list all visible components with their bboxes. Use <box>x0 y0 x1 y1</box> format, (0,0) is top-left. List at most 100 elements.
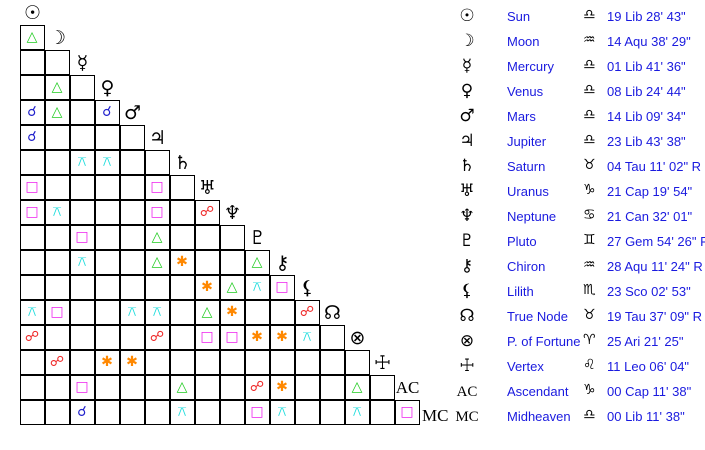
sign-sign-icon: ♎ <box>583 57 596 73</box>
aspect-cell-uranus-sun: □ <box>19 174 45 200</box>
square-icon: □ <box>200 329 214 345</box>
aspect-cell-p-of-fortune-moon <box>44 324 70 350</box>
aspect-cell-chiron-uranus <box>194 249 220 275</box>
position-position: 11 Leo 06' 04" <box>607 359 690 374</box>
aspect-cell-ascendant-uranus <box>194 374 220 400</box>
aspect-cell-vertex-neptune <box>219 349 245 375</box>
sextile-icon: ✱ <box>276 329 288 345</box>
sextile-icon: ✱ <box>201 279 213 295</box>
sign-sign-icon: ♎ <box>583 407 596 423</box>
aspect-cell-neptune-saturn <box>169 199 195 225</box>
position-position: 01 Lib 41' 36" <box>607 59 686 74</box>
position-position: 14 Aqu 38' 29" <box>607 34 691 49</box>
aspect-cell-pluto-uranus <box>194 224 220 250</box>
quincunx-icon: ⚻ <box>277 404 287 420</box>
position-row-moon: ☽ Moon ♒ 14 Aqu 38' 29" <box>455 30 705 55</box>
position-position: 23 Sco 02' 53" <box>607 284 691 299</box>
name-name: Chiron <box>507 259 546 274</box>
aspect-cell-p-of-fortune-true-node <box>319 324 345 350</box>
square-icon: □ <box>75 379 89 395</box>
mars-glyph-icon: ♂ <box>459 106 475 126</box>
aspect-cell-p-of-fortune-venus <box>94 324 120 350</box>
square-icon: □ <box>250 404 264 420</box>
aspect-cell-chiron-sun <box>19 249 45 275</box>
aspect-cell-p-of-fortune-mars <box>119 324 145 350</box>
quincunx-icon: ⚻ <box>77 254 87 270</box>
aspect-cell-chiron-moon <box>44 249 70 275</box>
aspect-cell-saturn-mercury: ⚻ <box>69 149 95 175</box>
pluto-glyph-icon: ♇ <box>459 231 475 251</box>
square-icon: □ <box>150 179 164 195</box>
quincunx-icon: ⚻ <box>152 304 162 320</box>
square-icon: □ <box>25 179 39 195</box>
aspect-cell-neptune-uranus: ☍ <box>194 199 220 225</box>
jupiter-glyph-icon: ♃ <box>148 126 167 149</box>
position-row-mars: ♂ Mars ♎ 14 Lib 09' 34" <box>455 105 705 130</box>
square-icon: □ <box>25 204 39 220</box>
sign-sign-icon: ♈ <box>583 332 596 348</box>
name-name: Sun <box>507 9 531 24</box>
aspect-cell-uranus-mars <box>119 174 145 200</box>
midheaven-glyph-icon: MC <box>455 409 479 425</box>
sign-sign-icon: ♎ <box>583 82 596 98</box>
aspect-cell-mars-mercury <box>69 99 95 125</box>
position-position: 00 Lib 11' 38" <box>607 409 685 424</box>
quincunx-icon: ⚻ <box>302 329 312 345</box>
square-icon: □ <box>225 329 239 345</box>
aspect-cell-uranus-mercury <box>69 174 95 200</box>
quincunx-icon: ⚻ <box>102 154 112 170</box>
aspect-cell-saturn-jupiter <box>144 149 170 175</box>
aspect-cell-pluto-mercury: □ <box>69 224 95 250</box>
aspect-cell-lilith-sun <box>19 274 45 300</box>
aspect-cell-midheaven-uranus <box>194 399 220 425</box>
trine-icon: △ <box>151 254 163 270</box>
aspect-cell-vertex-moon: ☍ <box>44 349 70 375</box>
square-icon: □ <box>50 304 64 320</box>
name-name: Vertex <box>507 359 544 374</box>
aspect-cell-p-of-fortune-saturn <box>169 324 195 350</box>
quincunx-icon: ⚻ <box>127 304 137 320</box>
position-row-venus: ♀ Venus ♎ 08 Lib 24' 44" <box>455 80 705 105</box>
aspect-cell-neptune-moon: ⚻ <box>44 199 70 225</box>
trine-icon: △ <box>26 29 38 45</box>
aspect-cell-p-of-fortune-lilith: ⚻ <box>294 324 320 350</box>
name-name: Lilith <box>507 284 534 299</box>
aspect-cell-true-node-saturn <box>169 299 195 325</box>
aspect-cell-true-node-venus <box>94 299 120 325</box>
aspect-cell-p-of-fortune-chiron: ✱ <box>269 324 295 350</box>
sextile-icon: ✱ <box>176 254 188 270</box>
trine-icon: △ <box>51 79 63 95</box>
saturn-glyph-icon: ♄ <box>459 156 475 176</box>
name-name: Mars <box>507 109 536 124</box>
uranus-glyph-icon: ♅ <box>459 181 475 201</box>
aspect-cell-ascendant-saturn: △ <box>169 374 195 400</box>
vertex-glyph-icon: ☩ <box>373 351 392 374</box>
position-position: 27 Gem 54' 26" R <box>607 234 705 249</box>
conjunction-icon: ☌ <box>102 104 112 120</box>
position-position: 25 Ari 21' 25" <box>607 334 684 349</box>
opposition-icon: ☍ <box>299 304 315 320</box>
aspect-cell-neptune-venus <box>94 199 120 225</box>
aspect-cell-ascendant-mars <box>119 374 145 400</box>
venus-glyph-icon: ♀ <box>460 81 474 101</box>
aspect-cell-pluto-neptune <box>219 224 245 250</box>
aspect-cell-pluto-mars <box>119 224 145 250</box>
position-position: 08 Lib 24' 44" <box>607 84 686 99</box>
aspect-cell-saturn-moon <box>44 149 70 175</box>
aspect-cell-midheaven-ascendant: □ <box>394 399 420 425</box>
aspect-cell-vertex-mars: ✱ <box>119 349 145 375</box>
aspect-cell-midheaven-saturn: ⚻ <box>169 399 195 425</box>
aspect-cell-true-node-jupiter: ⚻ <box>144 299 170 325</box>
aspect-cell-true-node-mercury <box>69 299 95 325</box>
aspect-cell-ascendant-chiron: ✱ <box>269 374 295 400</box>
aspect-cell-ascendant-sun <box>19 374 45 400</box>
position-row-mercury: ☿ Mercury ♎ 01 Lib 41' 36" <box>455 55 705 80</box>
name-name: True Node <box>507 309 568 324</box>
sign-sign-icon: ♒ <box>583 32 596 48</box>
square-icon: □ <box>400 404 414 420</box>
aspect-cell-neptune-jupiter: □ <box>144 199 170 225</box>
aspect-cell-true-node-uranus: △ <box>194 299 220 325</box>
aspect-cell-jupiter-venus <box>94 124 120 150</box>
name-name: Pluto <box>507 234 537 249</box>
opposition-icon: ☍ <box>49 354 65 370</box>
